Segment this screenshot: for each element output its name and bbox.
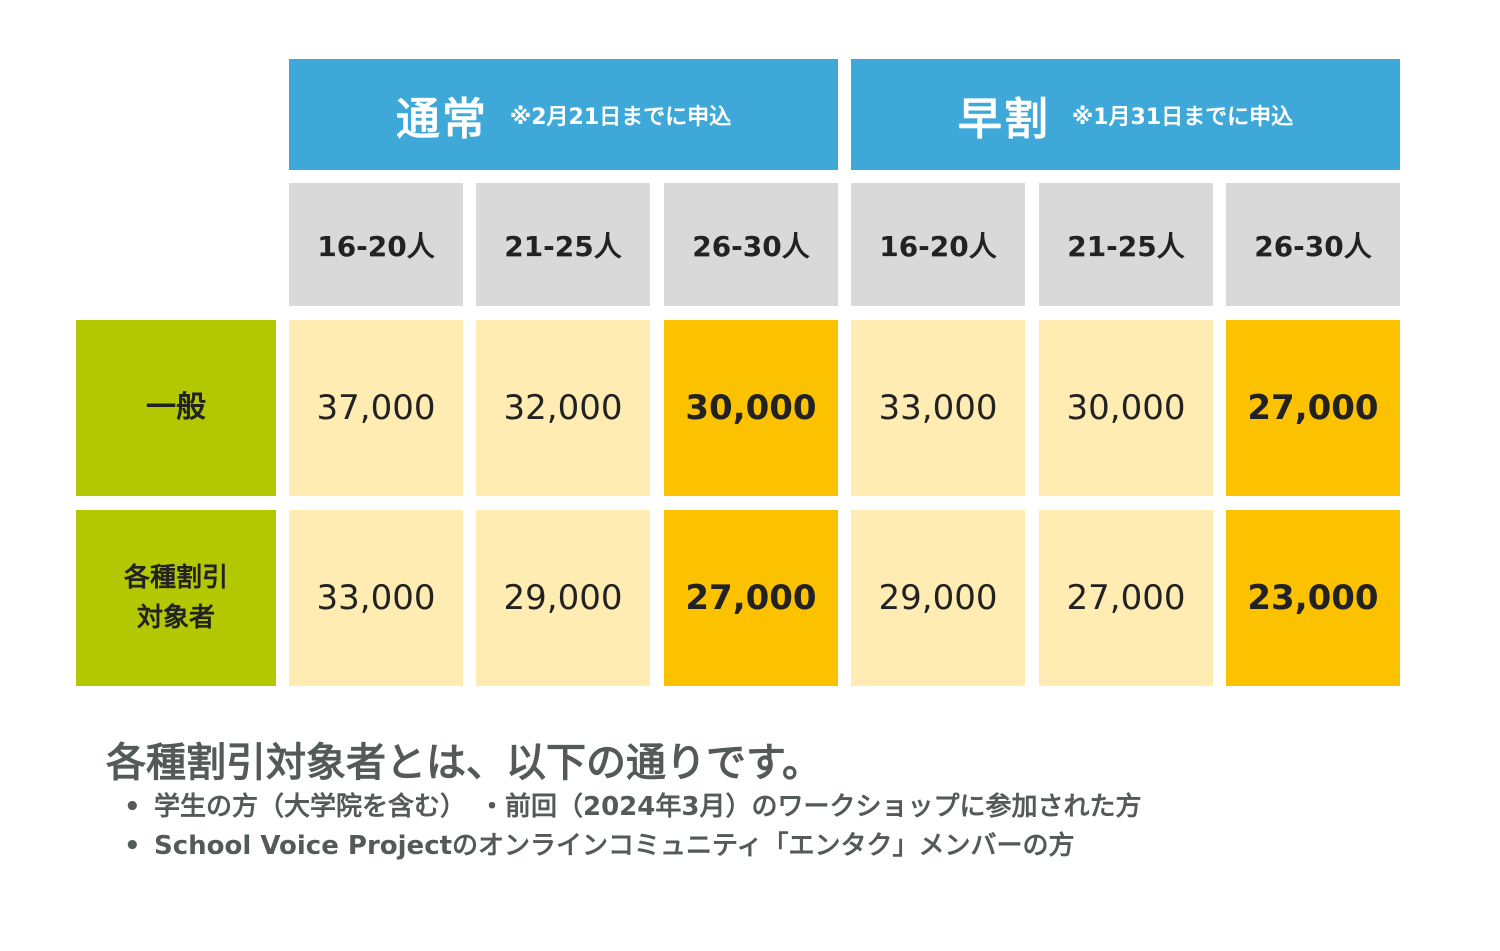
group-size-header: 26-30人	[664, 183, 838, 306]
header-regular-note: ※2月21日までに申込	[509, 104, 732, 130]
list-item: • 学生の方（大学院を含む） ・前回（2024年3月）のワークショップに参加された…	[124, 788, 1141, 827]
bullet-icon: •	[124, 831, 141, 861]
price-cell: 33,000	[851, 320, 1025, 496]
group-size-header: 26-30人	[1226, 183, 1400, 306]
list-item-text: School Voice Projectのオンラインコミュニティ「エンタク」メン…	[154, 831, 1075, 861]
price-cell: 32,000	[476, 320, 650, 496]
list-item-text: 学生の方（大学院を含む） ・前回（2024年3月）のワークショップに参加された方	[154, 792, 1142, 822]
price-cell-highlight: 27,000	[664, 510, 838, 686]
price-cell: 37,000	[289, 320, 463, 496]
price-cell: 29,000	[851, 510, 1025, 686]
bullet-icon: •	[124, 792, 141, 822]
header-early-title: 早割	[957, 93, 1050, 145]
note-title: 各種割引対象者とは、以下の通りです。	[106, 740, 822, 786]
price-cell: 30,000	[1039, 320, 1213, 496]
price-cell: 33,000	[289, 510, 463, 686]
header-regular: 通常 ※2月21日までに申込	[289, 59, 838, 170]
header-early-note: ※1月31日までに申込	[1071, 104, 1294, 130]
group-size-header: 21-25人	[476, 183, 650, 306]
price-cell-highlight: 30,000	[664, 320, 838, 496]
row-label-text: 一般	[146, 390, 206, 425]
price-cell: 27,000	[1039, 510, 1213, 686]
row-label-discount: 各種割引 対象者	[76, 510, 276, 686]
group-size-header: 16-20人	[289, 183, 463, 306]
row-label-text: 対象者	[136, 603, 215, 633]
price-cell-highlight: 27,000	[1226, 320, 1400, 496]
list-item: • School Voice Projectのオンラインコミュニティ「エンタク」メ…	[124, 827, 1141, 866]
row-label-text: 各種割引	[123, 563, 228, 593]
note-bullet-list: • 学生の方（大学院を含む） ・前回（2024年3月）のワークショップに参加された…	[124, 788, 1141, 866]
group-size-header: 21-25人	[1039, 183, 1213, 306]
price-cell: 29,000	[476, 510, 650, 686]
header-regular-title: 通常	[395, 93, 488, 145]
header-early: 早割 ※1月31日までに申込	[851, 59, 1400, 170]
group-size-header: 16-20人	[851, 183, 1025, 306]
price-cell-highlight: 23,000	[1226, 510, 1400, 686]
row-label-general: 一般	[76, 320, 276, 496]
